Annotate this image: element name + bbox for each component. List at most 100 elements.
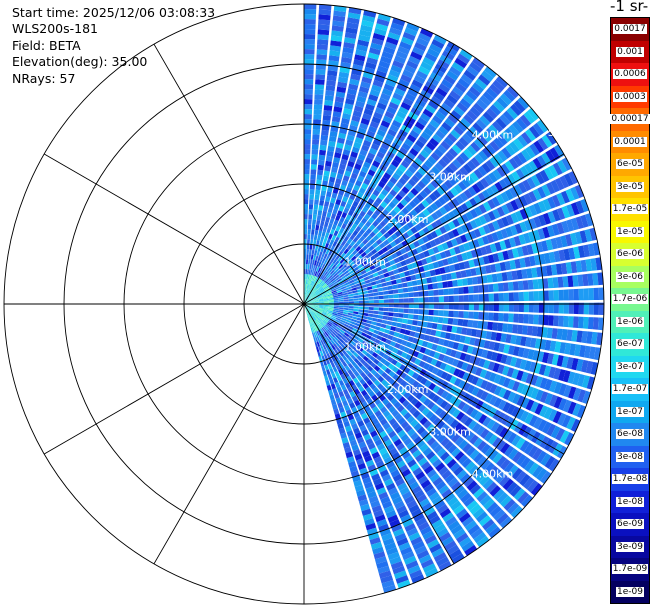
range-bin xyxy=(544,392,553,405)
range-bin xyxy=(324,100,334,106)
range-bin xyxy=(438,296,444,303)
range-bin xyxy=(375,70,387,79)
range-bin xyxy=(478,226,486,236)
range-bin xyxy=(480,379,489,390)
range-bin xyxy=(358,385,365,393)
range-bin xyxy=(540,240,549,252)
range-bin xyxy=(356,374,363,382)
range-bin xyxy=(380,201,388,209)
range-bin xyxy=(346,244,353,251)
range-bin xyxy=(513,303,519,312)
range-bin xyxy=(485,143,496,155)
range-bin xyxy=(336,418,343,425)
range-bin xyxy=(304,229,308,235)
range-bin xyxy=(388,270,395,276)
range-bin xyxy=(548,440,559,454)
range-bin xyxy=(570,186,580,200)
range-bin xyxy=(338,380,345,387)
range-bin xyxy=(333,253,338,259)
range-bin xyxy=(406,229,414,237)
range-bin xyxy=(536,119,549,133)
range-bin xyxy=(520,336,527,347)
range-bin xyxy=(312,214,317,220)
range-bin xyxy=(502,389,512,400)
range-bin xyxy=(342,113,351,120)
range-bin xyxy=(361,182,369,190)
range-bin xyxy=(317,296,323,299)
range-bin xyxy=(548,164,559,178)
range-bin xyxy=(367,425,376,434)
range-bin xyxy=(334,354,339,361)
range-bin xyxy=(441,488,453,499)
range-bin xyxy=(348,296,354,299)
range-bin xyxy=(355,179,363,187)
range-bin xyxy=(319,280,324,285)
range-bin xyxy=(528,445,539,458)
range-bin xyxy=(383,172,392,180)
range-bin xyxy=(475,329,483,338)
range-bin xyxy=(395,262,402,269)
range-bin xyxy=(448,366,456,375)
range-bin xyxy=(332,208,338,215)
range-bin xyxy=(481,349,489,359)
range-bin xyxy=(443,426,453,437)
range-bin xyxy=(377,270,384,276)
range-bin xyxy=(506,404,516,415)
range-bin xyxy=(494,241,502,252)
range-bin xyxy=(352,236,359,243)
range-bin xyxy=(315,69,326,75)
range-bin xyxy=(417,352,424,360)
range-bin xyxy=(316,312,321,316)
range-bin xyxy=(349,261,355,267)
range-bin xyxy=(453,303,459,310)
range-bin xyxy=(343,294,349,298)
colorbar-cell: 0.0001 xyxy=(611,130,649,153)
range-bin xyxy=(500,354,508,364)
range-bin xyxy=(310,174,316,180)
range-bin xyxy=(468,259,475,268)
range-bin xyxy=(363,161,371,169)
range-bin xyxy=(356,436,365,444)
range-bin xyxy=(363,433,372,441)
range-bin xyxy=(321,275,326,281)
range-bin xyxy=(317,267,322,273)
range-bin xyxy=(352,200,359,208)
range-bin xyxy=(365,156,373,165)
range-bin xyxy=(388,312,394,317)
range-bin xyxy=(416,193,425,202)
range-bin xyxy=(331,372,337,379)
range-bin xyxy=(563,302,569,314)
range-bin xyxy=(332,187,339,194)
range-bin xyxy=(414,545,427,555)
range-bin xyxy=(518,313,524,324)
range-bin xyxy=(513,313,519,323)
range-bin xyxy=(342,442,351,449)
range-bin xyxy=(446,190,455,200)
range-bin xyxy=(304,144,311,150)
range-bin xyxy=(389,27,402,36)
range-bin xyxy=(355,381,362,388)
range-bin xyxy=(342,149,351,156)
range-bin xyxy=(460,224,469,233)
range-bin xyxy=(515,335,522,346)
range-bin xyxy=(471,376,479,386)
range-bin xyxy=(326,273,332,279)
range-bin xyxy=(393,155,403,164)
range-bin xyxy=(344,281,350,286)
range-bin xyxy=(398,308,404,313)
range-bin xyxy=(316,174,323,181)
range-bin xyxy=(333,408,340,415)
range-bin xyxy=(332,311,338,314)
range-bin xyxy=(418,252,426,260)
range-bin xyxy=(403,303,409,308)
range-bin xyxy=(327,312,333,316)
range-bin xyxy=(364,66,375,75)
range-bin xyxy=(305,294,307,300)
range-bin xyxy=(323,304,329,307)
range-bin xyxy=(326,227,331,234)
range-bin xyxy=(525,337,532,348)
range-bin xyxy=(449,90,461,101)
range-bin xyxy=(398,542,411,551)
range-bin xyxy=(539,169,550,183)
range-bin xyxy=(334,183,341,190)
